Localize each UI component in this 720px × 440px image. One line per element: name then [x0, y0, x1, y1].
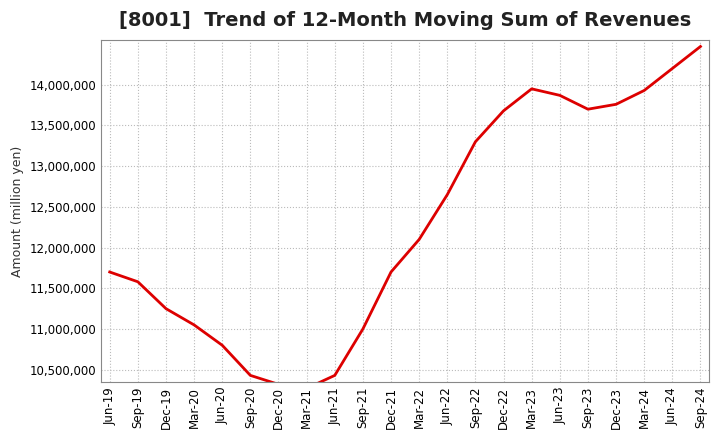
Title: [8001]  Trend of 12-Month Moving Sum of Revenues: [8001] Trend of 12-Month Moving Sum of R… [119, 11, 691, 30]
Y-axis label: Amount (million yen): Amount (million yen) [11, 145, 24, 277]
